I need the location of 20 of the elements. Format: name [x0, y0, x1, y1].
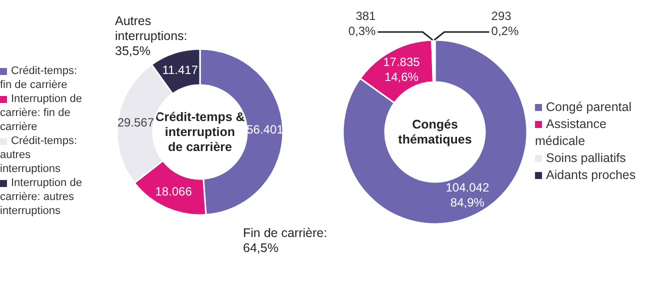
data-label: 56.401 [246, 122, 284, 137]
text: Fin de carrière: 64,5% [243, 226, 328, 256]
legend-label: Crédit-temps: fin de carrière [0, 65, 78, 91]
data-label: 293 0,2% [491, 9, 519, 38]
data-label: 11.417 [162, 63, 198, 78]
text: Crédit-temps & interruption de carrière [155, 110, 245, 154]
data-label: 104.042 84,9% [446, 180, 490, 210]
legend-label: Interruption de carrière: fin de carrière [0, 93, 82, 133]
legend-label: Crédit-temps: autres interruptions [0, 135, 78, 175]
legend-label: Assistance médicale [535, 116, 606, 148]
data-label: 17.835 14,6% [383, 54, 420, 84]
data-label: 18.066 [155, 184, 192, 198]
data-label: 381 0,3% [348, 9, 376, 38]
legend-label: Interruption de carrière: autres interruptions [0, 177, 82, 217]
legend-label: Aidants proches [546, 168, 636, 182]
data-label: 29.567 [117, 116, 154, 130]
text: Autres interruptions: 35,5% [115, 14, 188, 59]
legend-label: Congé parental [546, 100, 632, 114]
legend-label: Soins palliatifs [546, 150, 626, 164]
text: Congés thématiques [398, 118, 472, 146]
